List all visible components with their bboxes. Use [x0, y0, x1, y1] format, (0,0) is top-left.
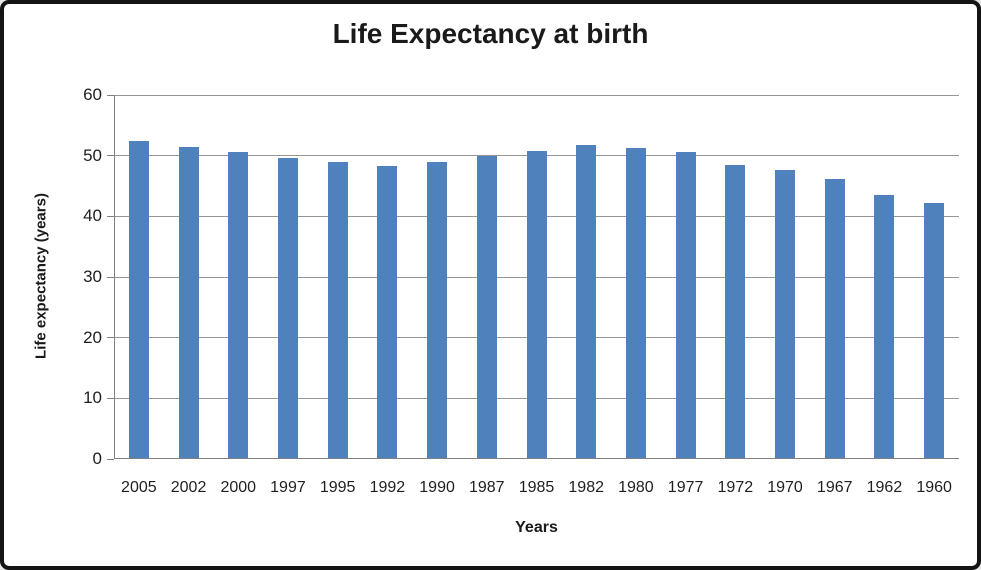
y-axis-tick-10 — [107, 397, 114, 399]
bar-1967 — [824, 178, 845, 458]
bar-2000 — [228, 152, 249, 458]
y-tick-label-50: 50 — [83, 145, 102, 165]
y-tick-label-10: 10 — [83, 388, 102, 408]
bar-1980 — [625, 147, 646, 458]
bar-1960 — [924, 203, 945, 458]
x-tick-label-1992: 1992 — [369, 479, 406, 496]
y-axis-tick-30 — [107, 276, 114, 278]
bar-1962 — [874, 195, 895, 458]
x-axis-title: Years — [515, 519, 558, 536]
x-tick-label-1960: 1960 — [916, 479, 952, 496]
y-axis-tick-60 — [107, 94, 114, 96]
x-tick-label-2002: 2002 — [170, 479, 207, 496]
y-tick-label-60: 60 — [83, 85, 102, 104]
x-tick-label-1990: 1990 — [419, 479, 455, 496]
y-axis-tick-40 — [107, 215, 114, 217]
x-tick-label-1995: 1995 — [319, 479, 356, 496]
x-tick-label-1985: 1985 — [518, 479, 555, 496]
bar-1972 — [725, 164, 746, 458]
x-tick-label-1972: 1972 — [717, 479, 754, 496]
x-tick-label-1982: 1982 — [568, 479, 604, 496]
y-axis-line — [114, 95, 115, 459]
bar-1992 — [377, 165, 398, 458]
x-tick-label-1977: 1977 — [667, 479, 704, 496]
x-tick-label-1962: 1962 — [866, 479, 903, 496]
bar-2005 — [128, 140, 149, 458]
y-axis-tick-20 — [107, 337, 114, 339]
y-tick-label-0: 0 — [92, 449, 102, 468]
x-tick-label-1970: 1970 — [767, 479, 803, 496]
y-axis-tick-0 — [107, 458, 114, 460]
bar-1997 — [277, 158, 298, 458]
gridline-60 — [114, 94, 959, 96]
bar-1995 — [327, 161, 348, 458]
bar-1987 — [476, 155, 497, 458]
x-tick-label-1997: 1997 — [270, 479, 306, 496]
x-tick-label-1987: 1987 — [468, 479, 505, 496]
x-axis-line — [114, 458, 959, 459]
plot-area — [107, 94, 959, 460]
bar-1970 — [775, 169, 796, 458]
x-tick-label-1967: 1967 — [816, 479, 853, 496]
x-tick-label-2000: 2000 — [220, 479, 257, 496]
y-tick-label-20: 20 — [83, 327, 102, 347]
bar-1977 — [675, 152, 696, 458]
bar-1990 — [427, 162, 448, 458]
bar-1982 — [576, 145, 597, 458]
chart-title: Life Expectancy at birth — [332, 18, 649, 49]
x-tick-label-2005: 2005 — [121, 479, 157, 496]
y-tick-label-40: 40 — [83, 206, 102, 226]
bar-1985 — [526, 151, 547, 458]
x-tick-label-1980: 1980 — [618, 479, 654, 496]
y-axis-tick-50 — [107, 155, 114, 157]
bar-2002 — [178, 147, 199, 458]
y-tick-label-30: 30 — [83, 267, 102, 286]
